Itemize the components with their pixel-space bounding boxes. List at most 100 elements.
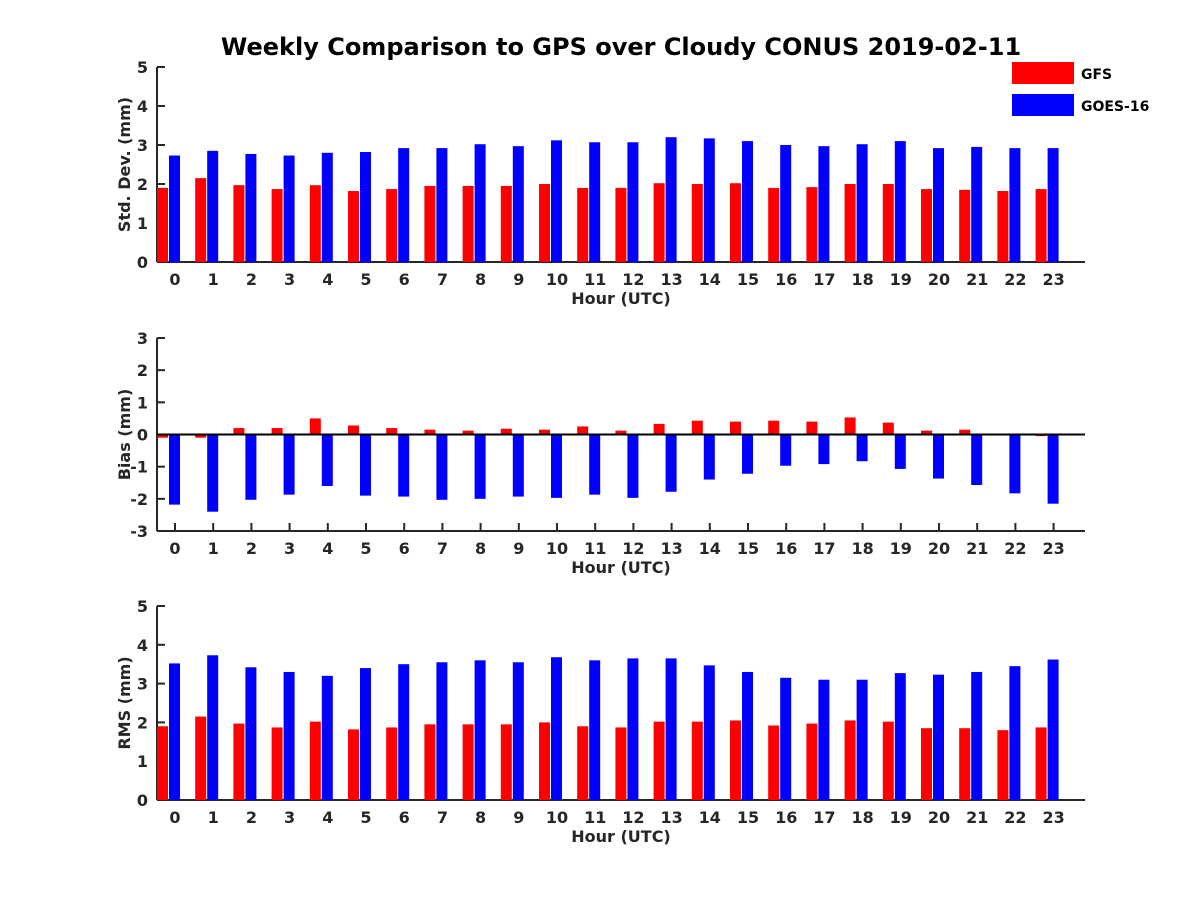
- bar-gfs: [768, 187, 780, 262]
- bar-goes16: [665, 434, 677, 492]
- bar-goes16: [321, 675, 333, 800]
- x-tick-label: 7: [437, 539, 448, 558]
- bar-goes16: [894, 141, 906, 262]
- bar-gfs: [691, 721, 703, 800]
- bar-goes16: [742, 671, 753, 800]
- bar-gfs: [844, 417, 856, 435]
- x-tick-label: 13: [660, 539, 682, 558]
- x-tick-label: 9: [513, 270, 524, 289]
- x-tick-label: 0: [169, 270, 180, 289]
- bar-goes16: [474, 144, 486, 262]
- bar-gfs: [1035, 727, 1047, 800]
- y-tick-label: 1: [137, 393, 148, 412]
- bar-gfs: [233, 723, 245, 800]
- bar-goes16: [169, 155, 180, 262]
- bar-goes16: [818, 434, 830, 465]
- bar-goes16: [398, 664, 410, 800]
- y-tick-label: 4: [137, 97, 148, 116]
- bar-gfs: [309, 418, 321, 435]
- x-axis-title: Hour (UTC): [571, 289, 671, 308]
- x-tick-label: 5: [360, 539, 371, 558]
- x-tick-label: 1: [208, 808, 219, 827]
- x-tick-label: 23: [1042, 808, 1064, 827]
- bar-goes16: [169, 663, 180, 800]
- bar-gfs: [921, 189, 932, 262]
- x-tick-label: 6: [399, 270, 410, 289]
- bar-gfs: [309, 721, 321, 800]
- bar-goes16: [474, 434, 486, 499]
- bar-goes16: [321, 434, 333, 486]
- x-tick-label: 0: [169, 808, 180, 827]
- bar-gfs: [730, 421, 741, 435]
- bar-gfs: [157, 187, 168, 262]
- bar-gfs: [691, 420, 703, 435]
- bar-gfs: [997, 191, 1009, 262]
- x-tick-label: 19: [890, 808, 912, 827]
- bar-gfs: [309, 185, 321, 262]
- x-tick-label: 12: [622, 539, 644, 558]
- bar-gfs: [195, 178, 207, 262]
- bar-goes16: [245, 153, 257, 262]
- bar-goes16: [665, 137, 677, 262]
- bar-goes16: [894, 673, 906, 800]
- x-tick-label: 19: [890, 270, 912, 289]
- bar-gfs: [386, 428, 398, 435]
- y-tick-label: -3: [130, 522, 148, 541]
- bar-goes16: [1009, 148, 1021, 262]
- bar-gfs: [1035, 189, 1047, 262]
- x-tick-label: 0: [169, 539, 180, 558]
- x-tick-label: 22: [1004, 270, 1026, 289]
- y-tick-label: 2: [137, 175, 148, 194]
- x-tick-label: 9: [513, 808, 524, 827]
- y-tick-label: 3: [137, 675, 148, 694]
- bar-goes16: [1047, 434, 1059, 504]
- bar-gfs: [424, 185, 436, 262]
- bar-gfs: [462, 185, 474, 262]
- x-tick-label: 14: [699, 270, 721, 289]
- bar-goes16: [207, 655, 219, 800]
- bar-goes16: [1009, 666, 1021, 800]
- bar-gfs: [844, 720, 856, 800]
- bar-gfs: [615, 430, 627, 435]
- bar-gfs: [882, 721, 894, 800]
- bar-gfs: [424, 429, 436, 435]
- bar-gfs: [959, 189, 971, 262]
- bar-goes16: [207, 150, 219, 262]
- bar-goes16: [703, 434, 715, 480]
- x-tick-label: 11: [584, 539, 606, 558]
- x-tick-label: 22: [1004, 539, 1026, 558]
- bar-gfs: [806, 421, 818, 435]
- x-tick-label: 3: [284, 270, 295, 289]
- bar-goes16: [856, 679, 868, 800]
- legend: GFS GOES-16: [1012, 62, 1149, 116]
- bar-gfs: [271, 428, 283, 435]
- bar-goes16: [1047, 148, 1059, 262]
- x-tick-label: 4: [322, 539, 333, 558]
- bar-gfs: [882, 422, 894, 435]
- x-tick-label: 7: [437, 270, 448, 289]
- bar-goes16: [665, 658, 677, 800]
- bar-goes16: [360, 668, 371, 800]
- bar-goes16: [360, 152, 371, 262]
- bar-gfs: [997, 730, 1009, 800]
- x-tick-label: 15: [737, 270, 759, 289]
- x-tick-label: 2: [246, 808, 257, 827]
- bar-gfs: [653, 183, 665, 262]
- x-tick-label: 20: [928, 539, 950, 558]
- bar-goes16: [780, 434, 792, 466]
- x-tick-label: 4: [322, 808, 333, 827]
- bar-goes16: [512, 434, 524, 497]
- bar-goes16: [933, 434, 944, 479]
- bar-gfs: [500, 185, 512, 262]
- bar-gfs: [500, 428, 512, 435]
- y-tick-label: 5: [137, 597, 148, 616]
- bar-gfs: [539, 722, 550, 800]
- x-tick-label: 16: [775, 270, 797, 289]
- x-tick-label: 3: [284, 539, 295, 558]
- bar-goes16: [971, 146, 983, 262]
- bar-gfs: [959, 728, 971, 800]
- x-tick-label: 11: [584, 270, 606, 289]
- y-axis-title: Std. Dev. (mm): [115, 97, 134, 232]
- x-tick-label: 2: [246, 270, 257, 289]
- bar-goes16: [742, 141, 753, 262]
